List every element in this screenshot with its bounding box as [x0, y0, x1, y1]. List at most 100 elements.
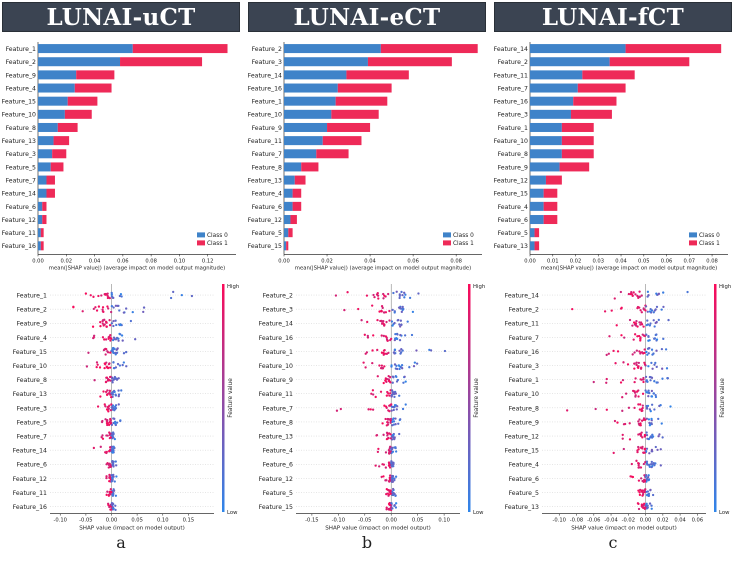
bar-class1	[52, 149, 67, 159]
bee-point	[384, 335, 388, 338]
bee-point	[378, 364, 381, 367]
bee-point	[637, 466, 640, 469]
bee-point	[114, 460, 117, 463]
bar-class1	[337, 83, 392, 93]
bee-point	[394, 506, 398, 509]
bee-point	[397, 422, 400, 425]
bee-point	[650, 504, 653, 507]
bee-x-axis-title: SHAP value (impact on model output)	[79, 526, 185, 530]
bee-point	[364, 366, 367, 369]
bee-point	[371, 408, 375, 411]
bar-x-tick-label: 0.02	[321, 258, 333, 264]
bee-point	[110, 305, 114, 308]
bee-point	[385, 394, 389, 397]
bee-point	[116, 337, 119, 340]
bee-point	[111, 393, 115, 396]
bar-category-label: Feature_14	[248, 72, 282, 79]
bee-point	[654, 445, 657, 449]
bee-point	[428, 348, 431, 352]
bee-point	[410, 333, 414, 337]
bee-point	[98, 366, 102, 369]
bee-point	[109, 421, 113, 425]
bee-point	[642, 307, 645, 310]
bar-class0	[38, 201, 43, 211]
bee-point	[389, 433, 392, 436]
bee-point	[380, 351, 384, 354]
bee-point	[634, 377, 637, 380]
bee-point	[641, 392, 645, 395]
bar-class1	[322, 136, 362, 146]
bee-point	[642, 451, 645, 454]
bee-point	[390, 501, 393, 505]
bee-point	[101, 336, 105, 339]
bee-category-label: Feature_14	[259, 321, 293, 328]
bee-point	[392, 391, 395, 394]
bee-point	[631, 353, 634, 356]
bar-class0	[284, 136, 323, 146]
bee-point	[386, 390, 389, 394]
bee-point	[635, 349, 639, 352]
bee-point	[111, 381, 114, 384]
bee-point	[637, 448, 640, 451]
bee-point	[92, 336, 95, 340]
bee-point	[378, 465, 381, 468]
bee-point	[396, 333, 399, 336]
bee-point	[643, 348, 646, 351]
bar-class1	[543, 201, 558, 211]
bee-category-label: Feature_1	[17, 292, 47, 299]
bee-point	[614, 362, 617, 365]
bee-point	[400, 310, 403, 314]
bee-point	[644, 375, 648, 379]
bee-category-label: Feature_6	[509, 476, 539, 483]
bee-point	[645, 504, 648, 508]
bee-x-tick-label: 0.00	[385, 518, 397, 524]
bee-point	[388, 451, 392, 454]
bee-point	[605, 377, 608, 381]
bar-x-tick-label: 0.12	[202, 258, 214, 264]
bar-category-label: Feature_12	[248, 217, 282, 224]
bee-point	[637, 507, 641, 511]
bar-class1	[40, 241, 44, 251]
bee-point	[385, 320, 388, 324]
bee-point	[640, 431, 643, 434]
bee-point	[647, 335, 650, 339]
chart-svg-ect: Feature_2 Feature_3 Feature_14 Feature_16 Fe…	[248, 42, 485, 530]
bee-point	[393, 352, 396, 355]
bee-point	[636, 390, 639, 393]
bee-point	[649, 488, 652, 492]
bee-point	[607, 352, 610, 355]
bee-point	[120, 334, 124, 337]
bee-point	[387, 502, 391, 506]
bee-point	[393, 311, 396, 314]
bee-point	[387, 508, 391, 511]
bar-category-label: Feature_13	[248, 177, 282, 184]
bar-class1	[534, 241, 540, 251]
bee-point	[388, 490, 391, 494]
bee-point	[645, 462, 649, 465]
bee-point	[122, 352, 126, 355]
bee-point	[642, 378, 645, 381]
bee-point	[125, 365, 128, 368]
panel-title-box: LUNAI-uCT	[2, 2, 240, 32]
bee-point	[399, 418, 402, 421]
bee-point	[95, 309, 99, 312]
bee-point	[394, 450, 398, 453]
bee-point	[122, 311, 126, 314]
bee-x-tick-label: 0.04	[674, 518, 686, 524]
bee-point	[648, 421, 651, 425]
bee-point	[608, 335, 611, 338]
bee-point	[103, 318, 106, 321]
bee-point	[643, 502, 646, 505]
bar-class0	[284, 96, 336, 106]
bar-category-label: Feature_5	[6, 164, 36, 171]
bee-point	[646, 295, 649, 298]
bee-category-label: Feature_1	[509, 377, 539, 384]
chart-svg-fct: Feature_14 Feature_2 Feature_11 Feature_7 Fe…	[494, 42, 731, 530]
colorbar-title: Feature value	[228, 378, 234, 418]
bee-point	[648, 375, 652, 379]
bee-point	[105, 393, 109, 396]
bee-point	[343, 308, 346, 312]
bee-point	[651, 353, 654, 356]
bee-point	[106, 389, 109, 392]
bar-category-label: Feature_11	[248, 138, 282, 145]
